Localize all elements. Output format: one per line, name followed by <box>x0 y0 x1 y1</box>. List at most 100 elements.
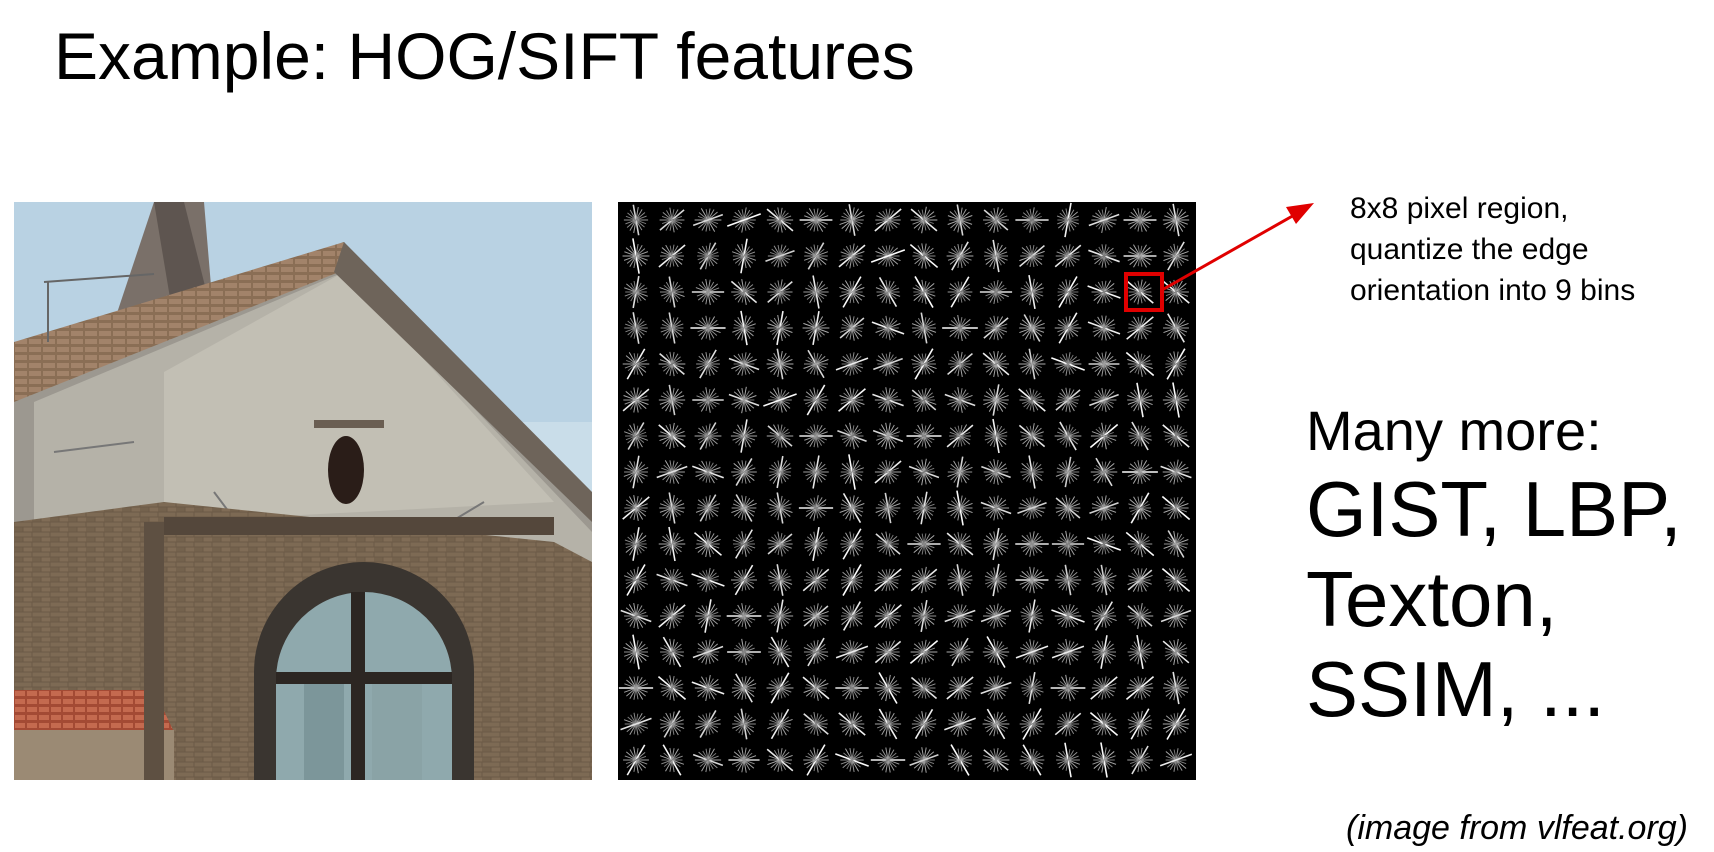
hog-orientation-bin <box>839 323 865 333</box>
hog-orientation-bin <box>732 467 756 477</box>
hog-orientation-bin <box>949 647 971 657</box>
hog-orientation-bin <box>769 431 791 441</box>
hog-orientation-bin <box>661 359 683 369</box>
arrow-head-icon <box>1286 203 1314 224</box>
hog-orientation-bin <box>875 215 901 225</box>
hog-orientation-bin <box>803 610 829 622</box>
hog-orientation-bin <box>949 431 971 441</box>
image-credit: (image from vlfeat.org) <box>1346 809 1688 847</box>
hog-orientation-bin <box>1020 359 1044 369</box>
hog-orientation-bin <box>841 719 863 729</box>
hog-orientation-bin <box>944 609 976 623</box>
hog-orientation-bin <box>948 539 972 549</box>
hog-orientation-bin <box>732 431 756 441</box>
hog-orientation-bin <box>947 394 973 406</box>
hog-orientation-bin <box>1056 359 1080 369</box>
hog-orientation-bin <box>696 359 720 369</box>
hog-orientation-bin <box>840 467 864 477</box>
hog-orientation-bin <box>949 323 971 333</box>
hog-orientation-bin <box>912 215 936 225</box>
hog-orientation-bin <box>1056 611 1080 621</box>
hog-orientation-bin <box>1094 431 1114 441</box>
hog-orientation-bin <box>947 575 973 585</box>
hog-orientation-bin <box>842 683 862 693</box>
hog-orientation-bin <box>1057 719 1079 729</box>
hog-orientation-bin <box>731 611 757 621</box>
hog-orientation-bin <box>805 467 827 477</box>
hog-orientation-bin <box>1055 395 1081 405</box>
hog-orientation-bin <box>1163 539 1189 549</box>
feature-line: SSIM, ... <box>1306 645 1606 733</box>
hog-orientation-bin <box>913 467 935 477</box>
hog-orientation-bin <box>980 609 1012 623</box>
hog-orientation-bin <box>768 611 792 621</box>
hog-orientation-bin <box>769 323 791 333</box>
hog-orientation-bin <box>1092 323 1116 333</box>
hog-orientation-bin <box>984 215 1008 225</box>
hog-orientation-bin <box>624 503 648 513</box>
hog-orientation-bin <box>1017 501 1047 515</box>
hog-orientation-bin <box>1056 251 1080 261</box>
hog-orientation-bin <box>870 249 906 263</box>
hog-orientation-bin <box>983 394 1009 406</box>
hog-orientation-bin <box>1164 395 1188 405</box>
hog-orientation-bin <box>985 287 1007 297</box>
hog-orientation-bin <box>1160 609 1192 623</box>
hog-orientation-bin <box>806 503 826 513</box>
hog-orientation-bin <box>1093 647 1115 657</box>
hog-orientation-bin <box>1127 574 1153 586</box>
hog-orientation-bin <box>1130 539 1150 549</box>
hog-orientation-bin <box>1057 575 1079 585</box>
hog-orientation-bin <box>765 249 795 263</box>
hog-orientation-bin <box>984 719 1008 729</box>
hog-orientation-bin <box>804 431 828 441</box>
hog-orientation-bin <box>695 538 721 550</box>
hog-orientation-bin <box>695 719 721 729</box>
hog-orientation-bin <box>913 287 935 297</box>
hog-orientation-bin <box>625 539 647 549</box>
hog-orientation-bin <box>1055 467 1081 477</box>
hog-orientation-bin <box>840 575 864 585</box>
hog-orientation-bin <box>1019 575 1045 585</box>
hog-orientation-bin <box>911 719 937 729</box>
hog-orientation-bin <box>1127 395 1153 405</box>
hog-orientation-bin <box>692 213 724 227</box>
hog-orientation-bin <box>913 539 935 549</box>
hog-orientation-bin <box>1057 323 1079 333</box>
hog-orientation-bin <box>733 575 755 585</box>
hog-orientation-bin <box>1093 539 1115 549</box>
hog-orientation-bin <box>1165 683 1187 693</box>
hog-orientation-bin <box>984 467 1008 477</box>
hog-orientation-bin <box>731 395 757 405</box>
hog-orientation-bin <box>660 323 684 333</box>
hog-orientation-bin <box>763 393 797 407</box>
hog-orientation-bin <box>625 215 647 225</box>
hog-orientation-bin <box>876 719 900 729</box>
hog-orientation-bin <box>1129 359 1151 369</box>
hog-orientation-bin <box>1092 755 1116 765</box>
building-photo-icon <box>14 202 592 780</box>
hog-orientation-bin <box>1093 611 1115 621</box>
hog-orientation-bin <box>1094 287 1114 297</box>
hog-orientation-bin <box>1021 719 1043 729</box>
hog-orientation-bin <box>768 467 792 477</box>
hog-orientation-bin <box>625 611 647 621</box>
hog-orientation-bin <box>697 611 719 621</box>
hog-orientation-bin <box>876 647 900 657</box>
hog-orientation-bin <box>732 719 756 729</box>
hog-orientation-bin <box>1057 539 1079 549</box>
hog-orientation-bin <box>1056 431 1080 441</box>
hog-orientation-bin <box>1020 287 1044 297</box>
hog-orientation-bin <box>984 431 1008 441</box>
hog-orientation-bin <box>625 431 647 441</box>
hog-orientation-bin <box>912 683 936 693</box>
hog-orientation-bin <box>769 683 791 693</box>
hog-orientation-bin <box>731 755 757 765</box>
feature-line: GIST, LBP, <box>1306 465 1682 553</box>
hog-orientation-bin <box>877 611 899 621</box>
hog-orientation-bin <box>841 539 863 549</box>
hog-orientation-bin <box>1055 503 1081 513</box>
hog-orientation-bin <box>912 323 936 333</box>
hog-orientation-bin <box>1021 395 1043 405</box>
hog-orientation-bin <box>877 683 899 693</box>
